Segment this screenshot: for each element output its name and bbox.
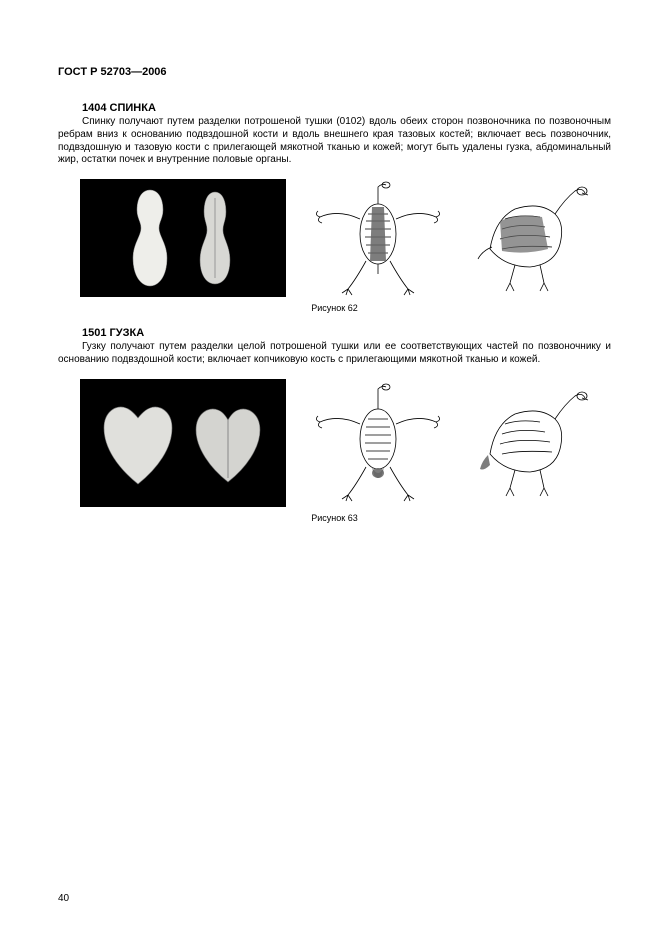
section-text-1501: Гузку получают путем разделки целой потр…	[58, 341, 611, 367]
skeleton-top-diagram-62	[308, 179, 448, 297]
meat-piece-icon	[123, 188, 178, 288]
figure-row-62	[58, 179, 611, 297]
section-name: ГУЗКА	[110, 327, 145, 339]
photo-62	[80, 179, 286, 297]
document-header: ГОСТ Р 52703—2006	[58, 66, 611, 78]
document-page: ГОСТ Р 52703—2006 1404 СПИНКА Спинку пол…	[0, 0, 661, 936]
page-number: 40	[58, 893, 69, 904]
section-title-1501: 1501 ГУЗКА	[58, 327, 611, 339]
figure-row-63	[58, 379, 611, 507]
meat-heart-icon	[98, 398, 178, 488]
section-title-1404: 1404 СПИНКА	[58, 102, 611, 114]
section-code: 1404	[82, 102, 106, 114]
photo-63	[80, 379, 286, 507]
section-code: 1501	[82, 327, 106, 339]
skeleton-side-diagram-63	[470, 379, 590, 507]
figure-caption-63: Рисунок 63	[58, 513, 611, 523]
figure-caption-62: Рисунок 62	[58, 303, 611, 313]
section-name: СПИНКА	[110, 102, 156, 114]
section-text-1404: Спинку получают путем разделки потрошено…	[58, 116, 611, 167]
meat-heart-icon	[188, 398, 268, 488]
skeleton-side-diagram-62	[470, 179, 590, 297]
skeleton-top-diagram-63	[308, 379, 448, 507]
meat-piece-icon	[188, 188, 243, 288]
